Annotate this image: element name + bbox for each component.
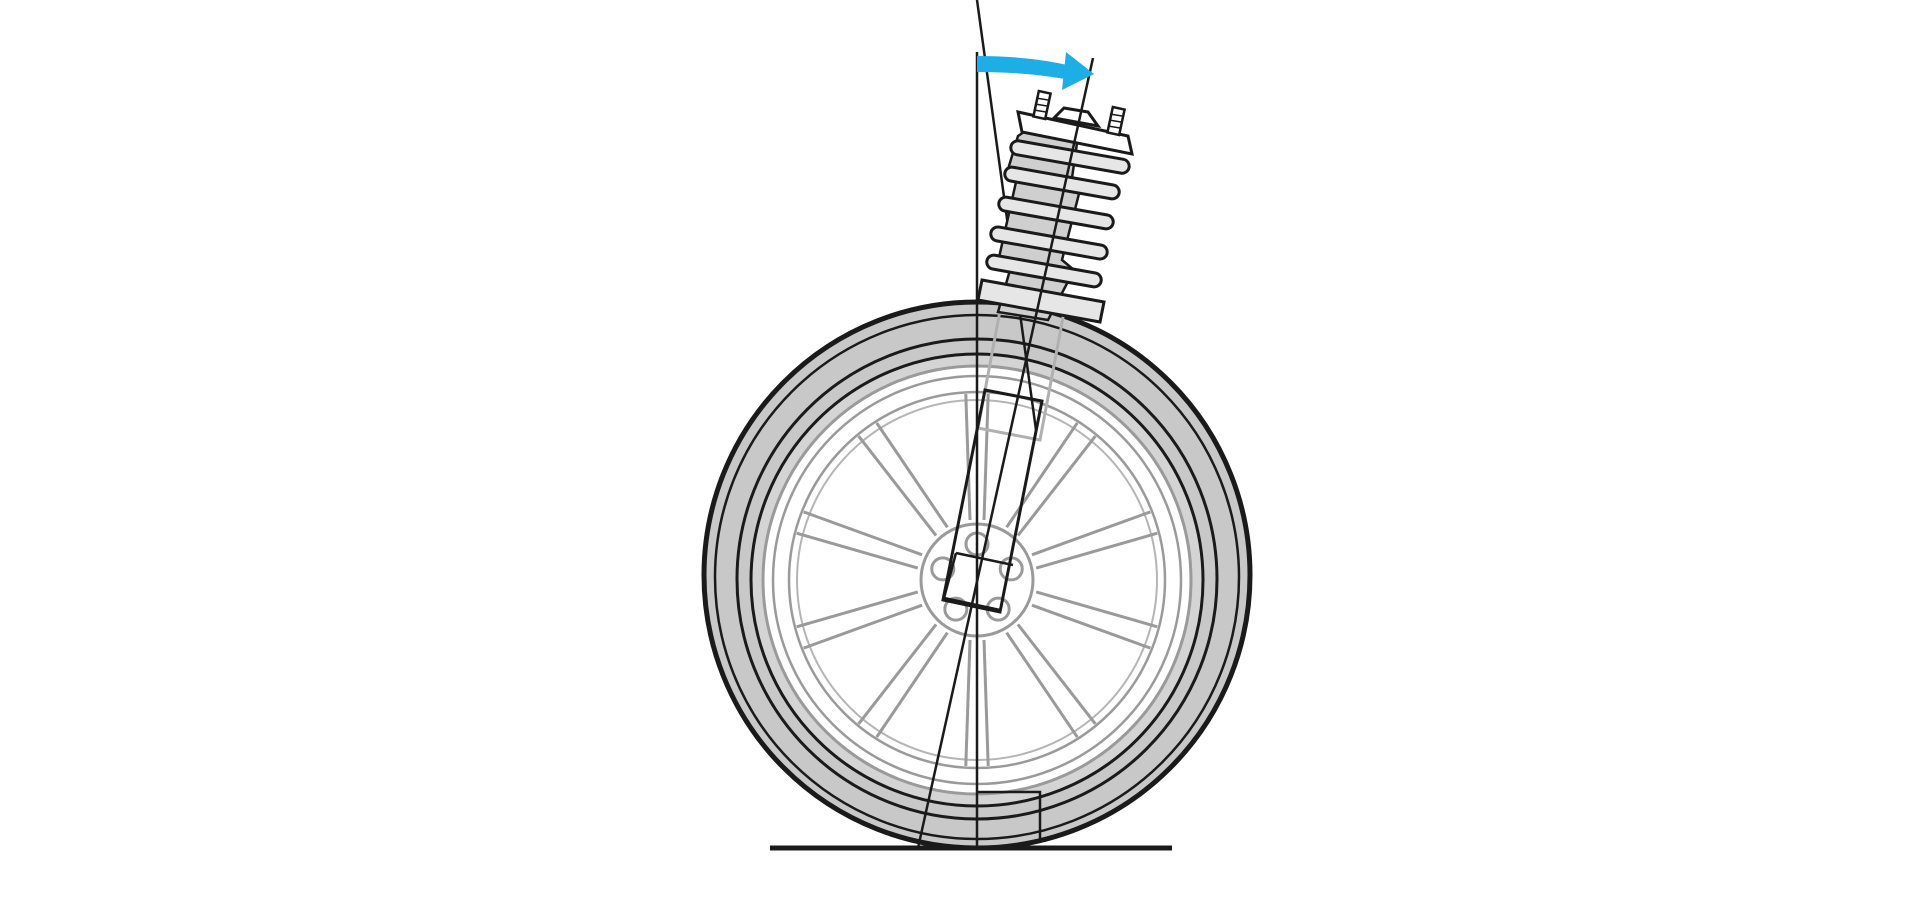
spoke-edge <box>1031 603 1151 650</box>
mount-stud-left <box>1031 89 1053 121</box>
knuckle-side <box>942 552 958 599</box>
spring-seat <box>976 278 1106 324</box>
coil-turn <box>985 253 1103 289</box>
spoke <box>1005 623 1097 738</box>
spoke <box>964 639 990 767</box>
spoke-edge <box>803 510 923 557</box>
spoke-edge <box>875 631 949 738</box>
spoke <box>857 623 949 738</box>
spoke-edge <box>796 590 919 629</box>
coil-spring-strut-icon <box>976 89 1134 324</box>
coil-spring <box>985 139 1131 289</box>
spoke-edge <box>1016 435 1097 537</box>
spoke-edge <box>1005 631 1079 738</box>
spoke <box>1031 590 1158 650</box>
spoke-edge <box>1005 422 1079 529</box>
arrow-shaft <box>977 56 1072 80</box>
spoke <box>1031 510 1158 570</box>
spoke-edge <box>964 393 972 521</box>
spoke <box>796 590 923 650</box>
spoke-edge <box>1035 590 1158 629</box>
spoke-edge <box>875 422 949 529</box>
arrow-head <box>1062 52 1094 90</box>
coil-turn <box>997 195 1115 231</box>
spoke-edge <box>796 531 919 570</box>
spoke-edge <box>803 603 923 650</box>
strut-tube <box>941 388 1044 614</box>
top-mount-cap <box>1050 106 1102 129</box>
spoke-edge <box>1035 531 1158 570</box>
spoke-edge <box>857 623 938 725</box>
spoke <box>964 393 990 521</box>
spoke <box>796 510 923 570</box>
spoke-edge <box>1016 623 1097 725</box>
strut-knuckle-top <box>955 551 1014 567</box>
top-mount-plate <box>1016 110 1134 156</box>
ball-joint-bracket <box>977 790 1042 840</box>
rotation-arrow-icon <box>977 52 1094 90</box>
mount-stud-right <box>1105 105 1127 137</box>
steering-axis-line <box>916 57 1095 849</box>
spoke-edge <box>857 435 938 537</box>
spoke <box>1005 422 1097 537</box>
spoke-edge <box>982 639 990 767</box>
spoke-edge <box>1031 510 1151 557</box>
spoke-edge <box>982 393 990 521</box>
coil-turn <box>1003 165 1121 201</box>
spoke-edge <box>964 639 972 767</box>
spoke <box>857 422 949 537</box>
coil-turn <box>989 225 1109 261</box>
rim-spokes <box>796 393 1158 767</box>
